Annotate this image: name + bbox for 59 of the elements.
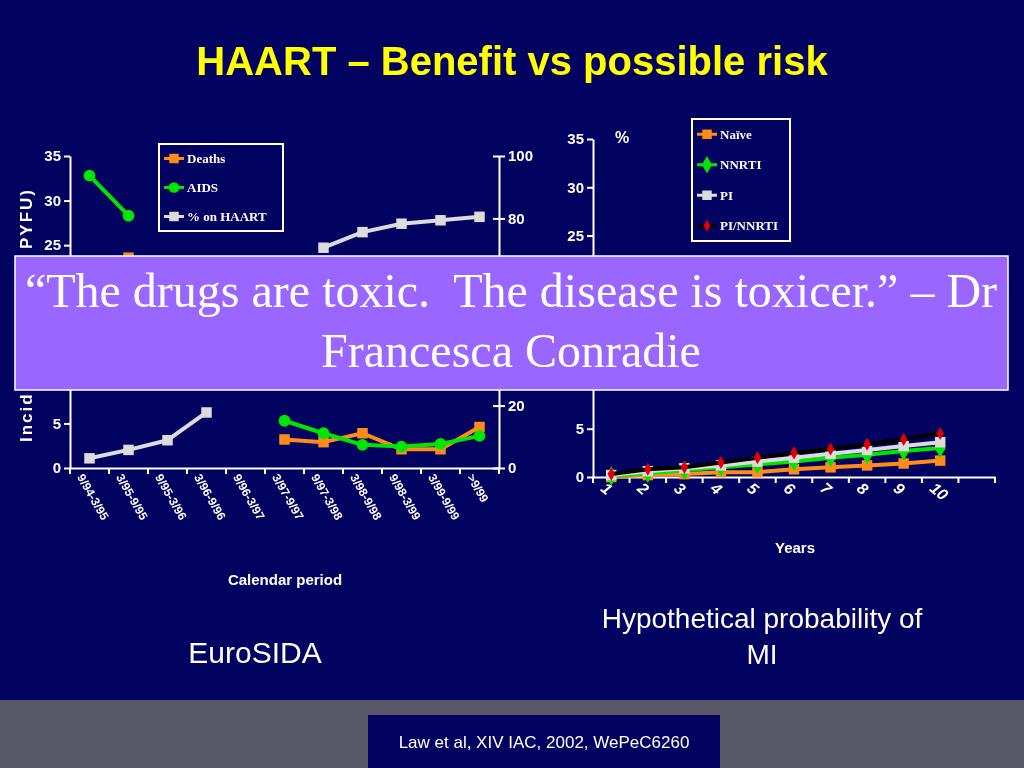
y-tick-label: 25 [44, 236, 61, 254]
text: Hypothetical probability of MI [601, 603, 923, 670]
legend-label: % on HAART [187, 209, 268, 225]
point [435, 215, 446, 226]
chart-title: HAART – Benefit vs possible risk [196, 39, 829, 83]
point [162, 434, 173, 446]
y-tick-label: 5 [52, 414, 61, 432]
legend-label: Naïve [720, 126, 752, 142]
y-tick-label: 25 [567, 226, 584, 244]
x-tick-label: 1 [597, 479, 616, 498]
point [357, 226, 368, 238]
x-tick-label: 8 [853, 479, 872, 498]
y-tick-label: 30 [44, 191, 61, 209]
y-axis-title: % [615, 129, 630, 146]
legend-label: PI/NNRTI [720, 218, 779, 234]
y-tick-label: 30 [567, 178, 584, 196]
legend-label: PI [720, 187, 733, 203]
y2-tick-label: 80 [508, 209, 525, 227]
point [84, 453, 95, 464]
x-axis-title: Years [774, 539, 816, 556]
point [356, 438, 369, 451]
point [279, 434, 290, 445]
text: Law et al, XIV IAC, 2002, WePeC6260 [398, 733, 690, 752]
legend-label: Deaths [187, 151, 226, 167]
x-tick-label: 7 [817, 479, 836, 499]
x-tick-label: 10 [926, 479, 952, 504]
point [396, 218, 407, 229]
point [898, 458, 909, 469]
y-tick-label: 5 [575, 420, 584, 438]
point [395, 440, 408, 453]
point [318, 242, 329, 253]
y2-tick-label: 20 [508, 396, 525, 414]
point [317, 427, 330, 440]
x-tick-label: 6 [780, 479, 799, 498]
point [474, 211, 485, 223]
y-tick-label: 35 [567, 130, 584, 148]
point [123, 444, 134, 456]
legend-label: NNRTI [720, 157, 762, 173]
x-tick-label: 9 [890, 479, 909, 498]
x-tick-label: 3 [670, 479, 689, 498]
text: EuroSIDA [188, 636, 322, 669]
x-tick-label: 2 [633, 478, 653, 498]
x-tick-label: 4 [706, 478, 726, 498]
y-tick-label: 35 [44, 147, 61, 165]
y2-tick-label: 0 [508, 459, 517, 477]
y2-tick-label: 100 [508, 147, 534, 165]
x-tick-label: 5 [744, 479, 763, 499]
point [434, 438, 447, 450]
point [83, 169, 96, 182]
point [278, 414, 291, 427]
y-tick-label: 0 [575, 468, 584, 486]
legend-label: AIDS [187, 180, 219, 196]
point [473, 430, 486, 442]
point [934, 455, 946, 466]
point [357, 427, 368, 439]
point [201, 407, 212, 418]
point [122, 209, 135, 222]
y-tick-label: 0 [52, 459, 61, 477]
x-axis-title: Calendar period [227, 571, 343, 588]
